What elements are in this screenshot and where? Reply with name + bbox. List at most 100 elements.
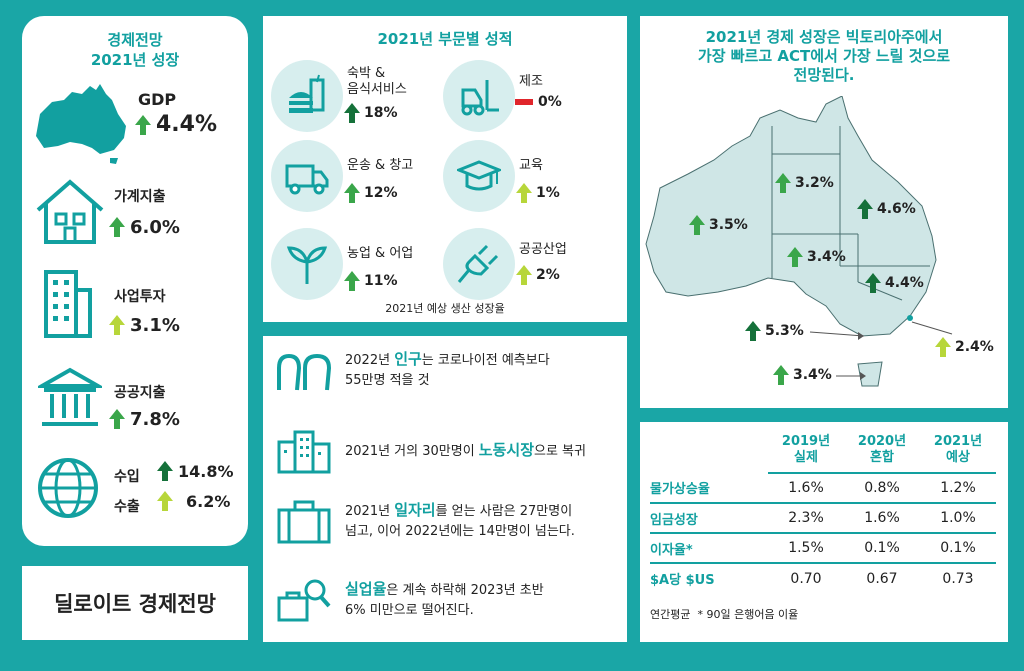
up-arrow-icon [934, 336, 952, 358]
sector-label: 교육 [519, 158, 543, 173]
indicator-table-panel: 2019년 실제 2020년 혼합 2021년 예상 물가상승율 1.6% 0.8% … [640, 422, 1008, 642]
sector-value-row: 12% [343, 182, 398, 204]
government-building-icon [38, 367, 102, 426]
up-arrow-icon [864, 272, 882, 294]
stat-highlight: 인구 [394, 350, 422, 368]
up-arrow-icon [515, 264, 533, 286]
city-buildings-icon [277, 430, 331, 474]
australia-states-map [645, 96, 953, 387]
people-icon [277, 353, 332, 391]
sector-value: 1% [536, 185, 560, 201]
sector-title: 2021년 부문별 성적 [377, 30, 513, 48]
stat-row: 2021년 거의 30만명이 노동시장으로 복귀 [275, 428, 615, 474]
office-building-icon [44, 270, 92, 338]
import-label: 수입 [114, 469, 140, 485]
up-arrow-icon [108, 314, 126, 336]
left-title: 경제전망 2021년 성장 [90, 31, 180, 69]
column-header: 2021년 예상 [920, 434, 996, 474]
business-label: 사업투자 [114, 289, 166, 305]
sector-icon-circle [271, 228, 343, 300]
left-panel: 경제전망 2021년 성장 GDP 4.4% 가계지출 6.0% 사업투자 [22, 16, 248, 546]
map-value-nsw: 4.4% [864, 272, 924, 294]
map-value-act: 2.4% [934, 336, 994, 358]
stat-text: 2021년 일자리를 얻는 사람은 27만명이 넘고, 이어 2022년에는 1… [345, 501, 575, 539]
house-icon [36, 179, 104, 244]
table-row: 물가상승율 1.6% 0.8% 1.2% [650, 473, 996, 503]
sector-label: 제조 [519, 74, 543, 89]
up-arrow-icon [343, 182, 361, 204]
sector-value: 0% [538, 94, 562, 110]
map-value-qld: 4.6% [856, 198, 916, 220]
stat-highlight: 노동시장 [478, 441, 534, 459]
up-arrow-icon [774, 172, 792, 194]
gdp-value-row: 4.4% [134, 112, 217, 137]
map-value-nt: 3.2% [774, 172, 834, 194]
map-value-sa: 3.4% [786, 246, 846, 268]
column-header: 2019년 실제 [768, 434, 844, 474]
map-title: 2021년 경제 성장은 빅토리아주에서 가장 빠르고 ACT에서 가장 느릴 … [697, 28, 951, 84]
sector-label: 숙박 & 음식서비스 [347, 66, 407, 97]
footer-title: 딜로이트 경제전망 [54, 592, 216, 616]
sector-label: 운송 & 창고 [347, 158, 414, 173]
sector-label: 공공산업 [519, 242, 567, 257]
table-header-row: 2019년 실제 2020년 혼합 2021년 예상 [650, 434, 996, 474]
sector-footnote: 2021년 예상 생산 성장율 [385, 302, 505, 315]
map-value-tas: 3.4% [772, 364, 832, 386]
briefcase-icon [277, 500, 331, 544]
stats-panel: 2022년 인구는 코로나이전 예측보다 55만명 적을 것 2021년 거의 … [263, 336, 627, 642]
up-arrow-icon [108, 408, 126, 430]
sector-value-row: 2% [515, 264, 560, 286]
sector-value-row: 0% [515, 94, 562, 110]
australia-icon [36, 84, 126, 164]
map-value-wa: 3.5% [688, 214, 748, 236]
import-value-row: 14.8% [156, 460, 234, 482]
up-arrow-icon [343, 102, 361, 124]
map-panel: 2021년 경제 성장은 빅토리아주에서 가장 빠르고 ACT에서 가장 느릴 … [640, 16, 1008, 408]
sector-icon-circle [271, 60, 343, 132]
stat-row: 실업율은 계속 하락해 2023년 초반 6% 미만으로 떨어진다. [275, 576, 615, 624]
table-row: 이자율* 1.5% 0.1% 0.1% [650, 533, 996, 563]
stat-text: 실업율은 계속 하락해 2023년 초반 6% 미만으로 떨어진다. [345, 580, 544, 618]
up-arrow-icon [108, 216, 126, 238]
public-label: 공공지출 [114, 385, 166, 401]
globe-icon [38, 458, 98, 518]
sector-panel: 2021년 부문별 성적 숙박 & 음식서비스 18% 제조 0% [263, 16, 627, 322]
up-arrow-icon [156, 490, 174, 512]
job-search-icon [277, 579, 331, 622]
household-value-row: 6.0% [108, 216, 180, 238]
public-value-row: 7.8% [108, 408, 180, 430]
sector-value: 2% [536, 267, 560, 283]
column-header: 2020년 혼합 [844, 434, 920, 474]
stat-text: 2021년 거의 30만명이 노동시장으로 복귀 [345, 441, 586, 459]
forklift-icon [461, 80, 499, 116]
burger-drink-icon [289, 74, 325, 113]
gdp-label: GDP [138, 90, 177, 109]
up-arrow-icon [515, 182, 533, 204]
up-arrow-icon [772, 364, 790, 386]
indicator-table: 2019년 실제 2020년 혼합 2021년 예상 물가상승율 1.6% 0.8% … [650, 434, 996, 593]
household-label: 가계지출 [114, 189, 166, 205]
up-arrow-icon [688, 214, 706, 236]
business-value: 3.1% [130, 314, 180, 336]
up-arrow-icon [744, 320, 762, 342]
household-value: 6.0% [130, 216, 180, 238]
sector-icon-circle [443, 140, 515, 212]
public-value: 7.8% [130, 408, 180, 430]
sector-icon-circle [271, 140, 343, 212]
table-row: 임금성장 2.3% 1.6% 1.0% [650, 503, 996, 533]
up-arrow-icon [856, 198, 874, 220]
flat-dash-icon [515, 99, 533, 105]
footer-title-box: 딜로이트 경제전망 [22, 566, 248, 640]
map-value-vic: 5.3% [744, 320, 804, 342]
up-arrow-icon [156, 460, 174, 482]
import-value: 14.8% [178, 461, 234, 481]
sector-value: 12% [364, 185, 398, 201]
sector-value: 11% [364, 273, 398, 289]
stat-highlight: 실업율 [345, 580, 387, 598]
truck-icon [285, 164, 329, 195]
sector-label: 농업 & 어업 [347, 246, 414, 261]
table-footnote: 연간평균 * 90일 은행어음 이율 [650, 608, 799, 621]
up-arrow-icon [134, 114, 152, 136]
up-arrow-icon [343, 270, 361, 292]
graduation-cap-icon [457, 160, 501, 191]
